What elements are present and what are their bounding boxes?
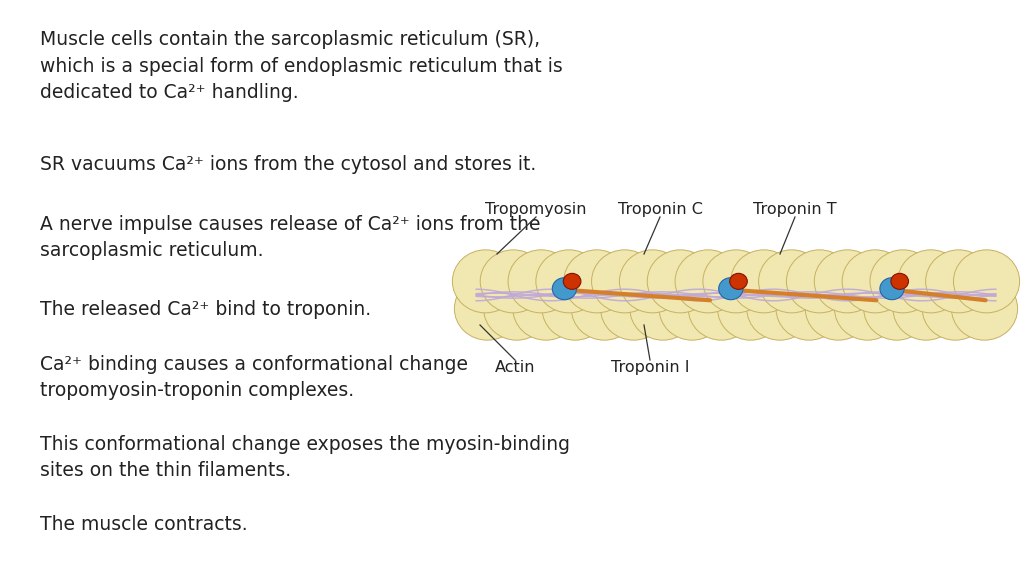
Text: Ca²⁺ binding causes a conformational change
tropomyosin-troponin complexes.: Ca²⁺ binding causes a conformational cha… xyxy=(40,355,468,400)
Text: The muscle contracts.: The muscle contracts. xyxy=(40,515,248,534)
Ellipse shape xyxy=(880,278,904,300)
Ellipse shape xyxy=(675,250,741,313)
Ellipse shape xyxy=(864,277,930,340)
Text: Troponin I: Troponin I xyxy=(610,360,689,375)
Text: Tropomyosin: Tropomyosin xyxy=(485,202,587,217)
Ellipse shape xyxy=(898,250,964,313)
Ellipse shape xyxy=(953,250,1020,313)
Ellipse shape xyxy=(455,277,520,340)
Ellipse shape xyxy=(483,277,550,340)
Ellipse shape xyxy=(453,250,518,313)
Ellipse shape xyxy=(786,250,853,313)
Text: SR vacuums Ca²⁺ ions from the cytosol and stores it.: SR vacuums Ca²⁺ ions from the cytosol an… xyxy=(40,155,537,174)
Ellipse shape xyxy=(601,277,667,340)
Ellipse shape xyxy=(513,277,579,340)
Ellipse shape xyxy=(842,250,908,313)
Ellipse shape xyxy=(536,250,602,313)
Ellipse shape xyxy=(563,274,581,289)
Ellipse shape xyxy=(508,250,574,313)
Text: The released Ca²⁺ bind to troponin.: The released Ca²⁺ bind to troponin. xyxy=(40,300,371,319)
Ellipse shape xyxy=(746,277,813,340)
Ellipse shape xyxy=(688,277,755,340)
Ellipse shape xyxy=(759,250,824,313)
Ellipse shape xyxy=(647,250,714,313)
Ellipse shape xyxy=(659,277,725,340)
Ellipse shape xyxy=(552,278,577,300)
Ellipse shape xyxy=(564,250,630,313)
Ellipse shape xyxy=(542,277,608,340)
Text: A nerve impulse causes release of Ca²⁺ ions from the
sarcoplasmic reticulum.: A nerve impulse causes release of Ca²⁺ i… xyxy=(40,215,541,260)
Ellipse shape xyxy=(702,250,769,313)
Ellipse shape xyxy=(776,277,842,340)
Ellipse shape xyxy=(719,278,742,300)
Ellipse shape xyxy=(718,277,783,340)
Text: Troponin T: Troponin T xyxy=(754,202,837,217)
Ellipse shape xyxy=(814,250,881,313)
Ellipse shape xyxy=(923,277,988,340)
Ellipse shape xyxy=(630,277,696,340)
Ellipse shape xyxy=(592,250,657,313)
Ellipse shape xyxy=(926,250,992,313)
Ellipse shape xyxy=(620,250,685,313)
Text: Muscle cells contain the sarcoplasmic reticulum (SR),
which is a special form of: Muscle cells contain the sarcoplasmic re… xyxy=(40,30,563,102)
Ellipse shape xyxy=(730,274,748,289)
Ellipse shape xyxy=(951,277,1018,340)
Ellipse shape xyxy=(480,250,547,313)
Text: Actin: Actin xyxy=(495,360,536,375)
Ellipse shape xyxy=(891,274,908,289)
Ellipse shape xyxy=(893,277,959,340)
Ellipse shape xyxy=(835,277,901,340)
Text: Troponin C: Troponin C xyxy=(617,202,702,217)
Ellipse shape xyxy=(571,277,638,340)
Text: This conformational change exposes the myosin-binding
sites on the thin filament: This conformational change exposes the m… xyxy=(40,435,570,480)
Ellipse shape xyxy=(805,277,871,340)
Ellipse shape xyxy=(731,250,797,313)
Ellipse shape xyxy=(870,250,936,313)
